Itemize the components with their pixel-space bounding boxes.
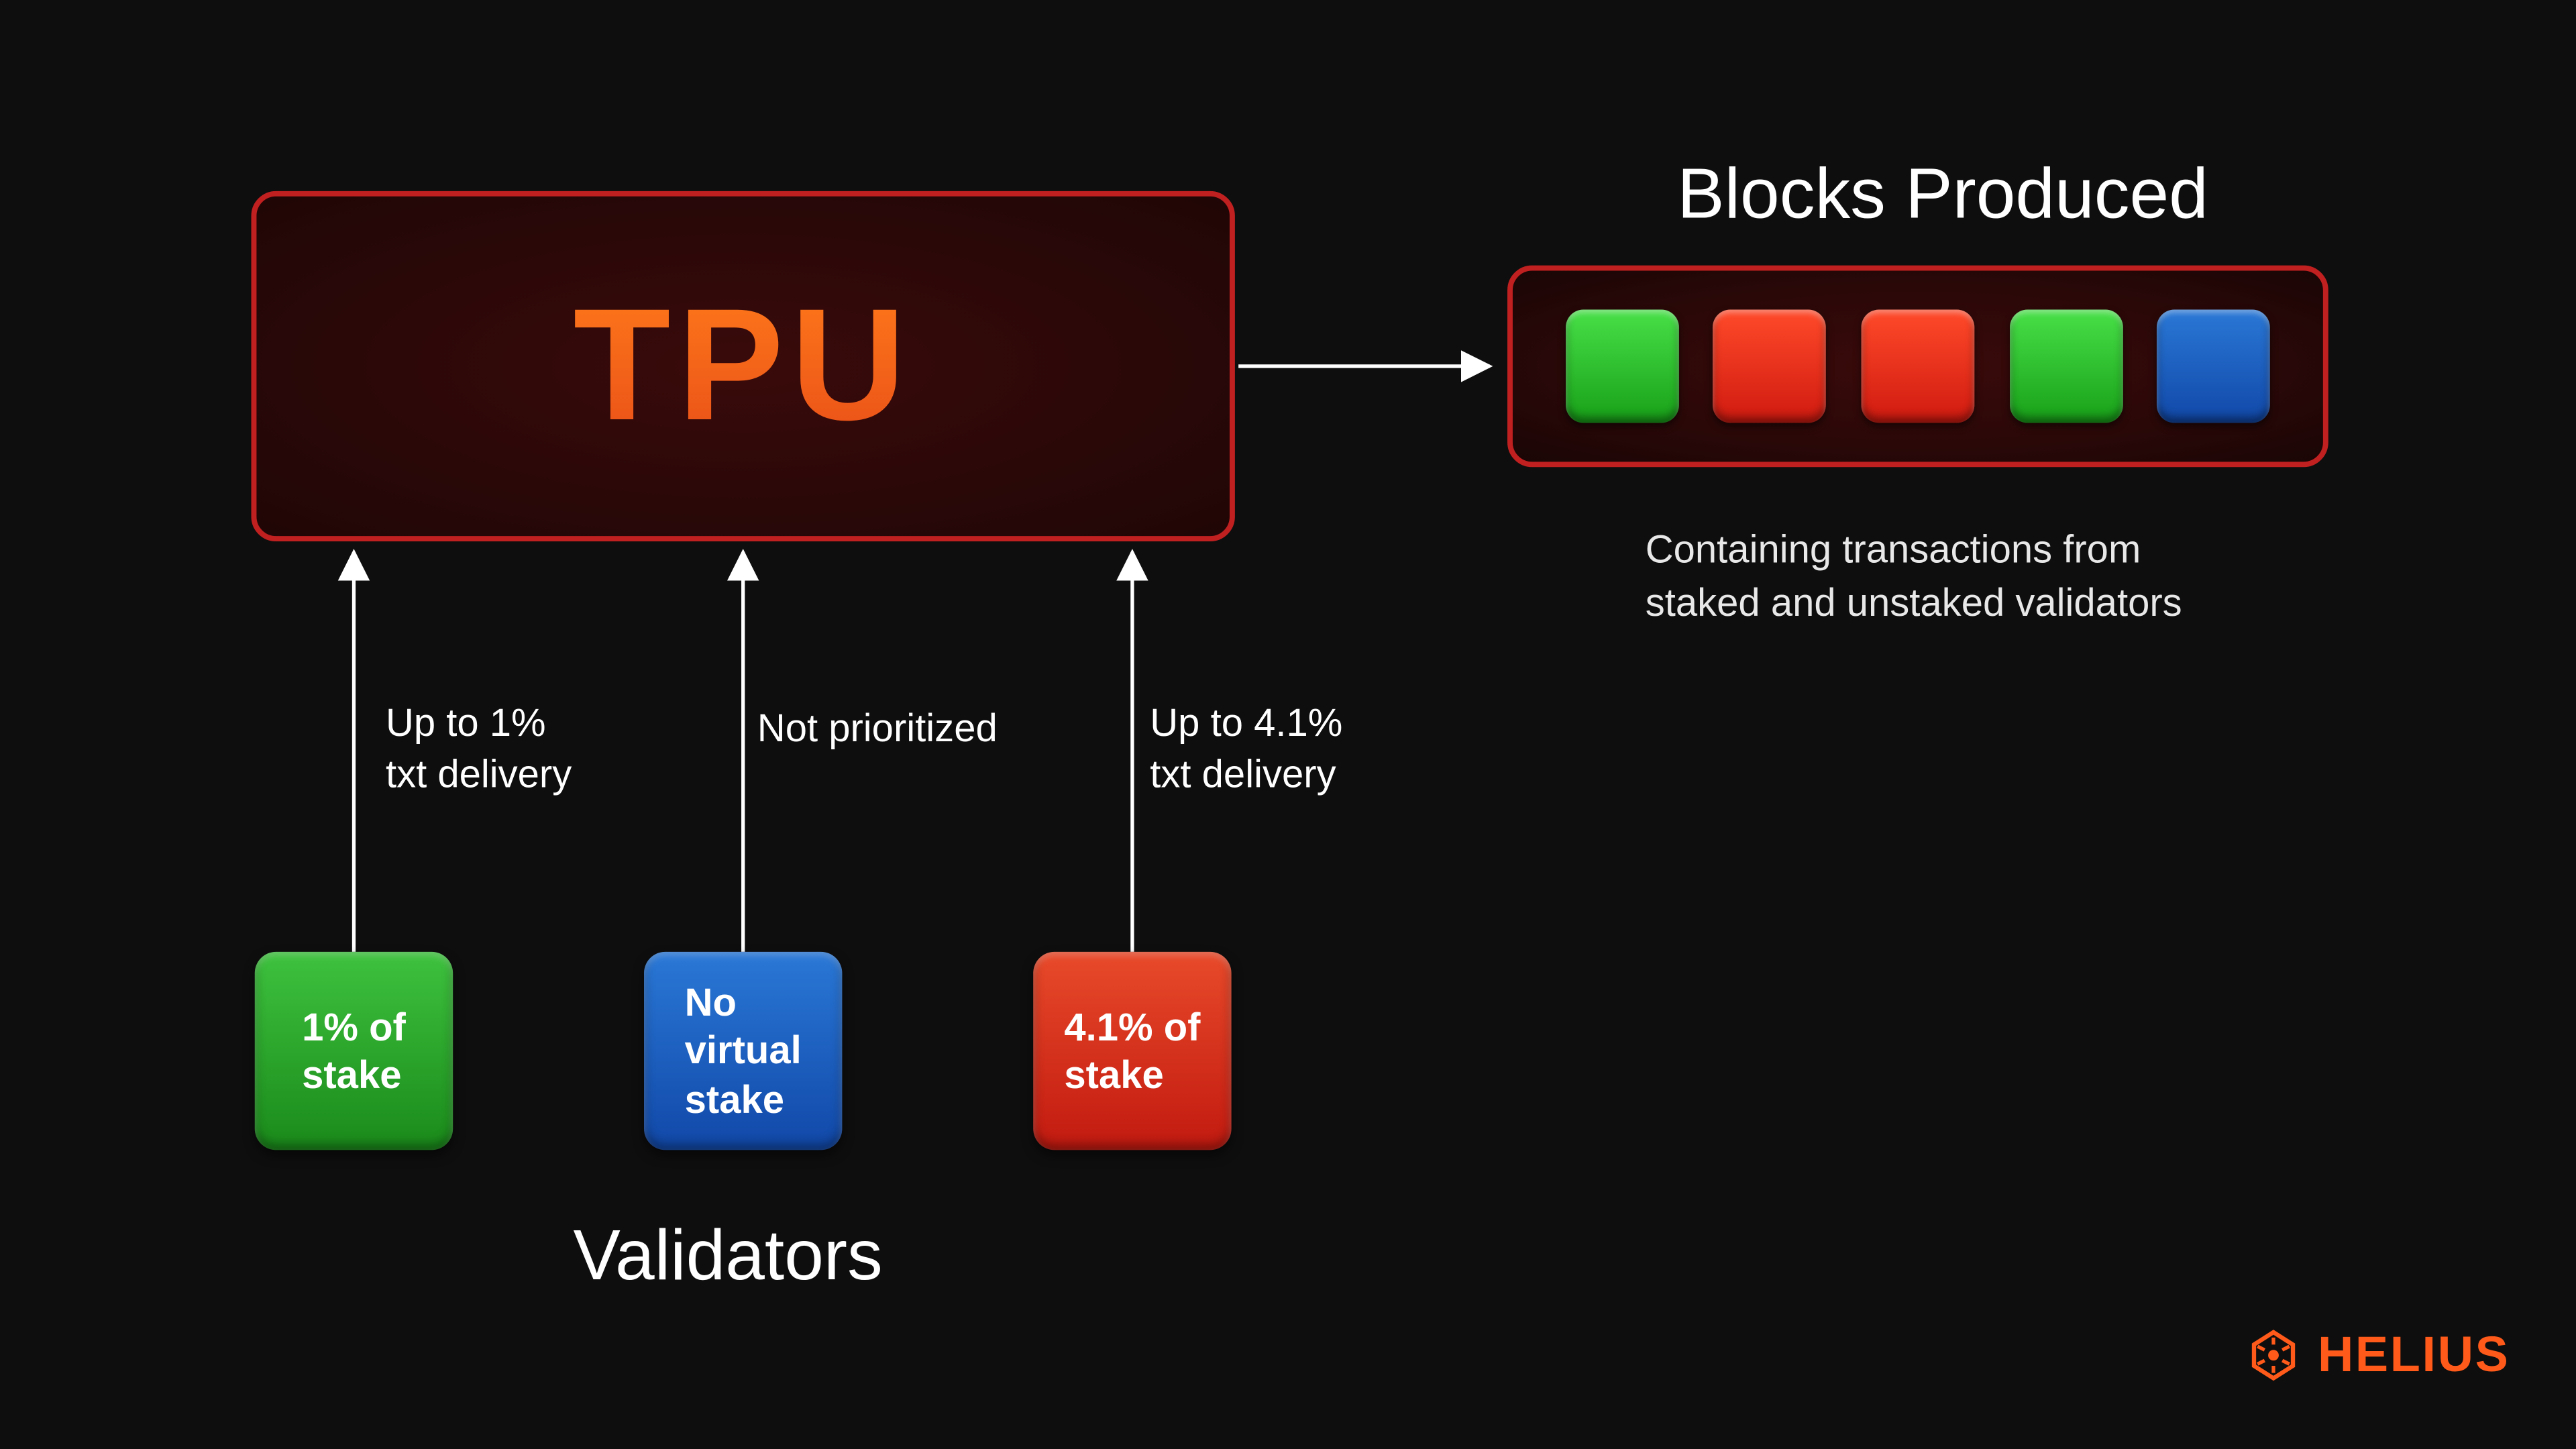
blocks-subtitle: Containing transactions from staked and … — [1646, 524, 2182, 629]
block-red — [1713, 310, 1827, 423]
block-green — [2009, 310, 2123, 423]
brand-text: HELIUS — [2318, 1327, 2510, 1383]
validator-label: 1% of stake — [302, 1002, 406, 1099]
tpu-label: TPU — [574, 275, 913, 458]
validator-label: No virtual stake — [685, 978, 802, 1124]
block-red — [1861, 310, 1974, 423]
arrow-label: Up to 4.1% txt delivery — [1150, 699, 1342, 800]
blocks-container — [1507, 266, 2328, 468]
validators-title: Validators — [574, 1218, 883, 1297]
blocks-produced-title: Blocks Produced — [1677, 156, 2208, 235]
helius-icon — [2247, 1329, 2300, 1382]
validator-box-green: 1% of stake — [255, 952, 453, 1150]
tpu-box: TPU — [252, 191, 1235, 541]
block-blue — [2157, 310, 2271, 423]
block-green — [1565, 310, 1678, 423]
validator-box-blue: No virtual stake — [644, 952, 842, 1150]
validator-label: 4.1% of stake — [1064, 1002, 1200, 1099]
brand-logo: HELIUS — [2247, 1327, 2510, 1383]
arrow-label: Up to 1% txt delivery — [386, 699, 572, 800]
validator-box-red: 4.1% of stake — [1033, 952, 1231, 1150]
arrow-label: Not prioritized — [757, 704, 998, 755]
